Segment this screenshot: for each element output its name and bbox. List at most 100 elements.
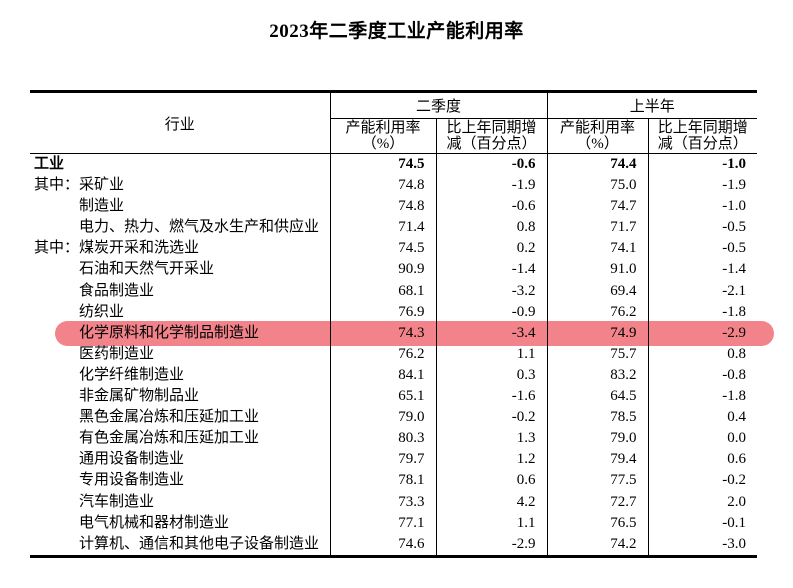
h1-change-value: -1.9 <box>722 177 747 194</box>
h1-utilization-value: 74.1 <box>547 238 649 260</box>
industry-cell: 纺织业 <box>30 301 331 323</box>
row-prefix: 其中： <box>34 240 80 257</box>
h1-change-value: 0.0 <box>727 430 747 447</box>
q2-change-value: -1.6 <box>436 386 548 408</box>
h1-change-value: 2.0 <box>727 493 747 510</box>
industry-cell: 其中：煤炭开采和洗选业 <box>30 238 331 260</box>
table-row: 食品制造业 68.1 -3.2 69.4 -2.1 <box>30 280 757 302</box>
industry-name: 非金属矿物制品业 <box>79 388 200 405</box>
q2-utilization-value: 74.8 <box>330 175 437 197</box>
page-title: 2023年二季度工业产能利用率 <box>269 21 524 42</box>
header-line: 产能利用率 <box>560 120 636 136</box>
h1-change-value: 0.6 <box>727 451 747 468</box>
header-line: （%） <box>576 136 619 152</box>
header-line: 减（百分点） <box>657 136 748 152</box>
industry-cell: 专用设备制造业 <box>30 470 331 492</box>
table-row: 化学原料和化学制品制造业 74.3 -3.4 74.9 -2.9 <box>30 322 757 344</box>
h1-change-value: -2.1 <box>722 282 747 299</box>
industry-cell: 工业 <box>30 153 331 176</box>
h1-utilization-header: 产能利用率 （%） <box>547 118 649 154</box>
industry-column-header: 行业 <box>30 91 331 154</box>
h1-change-value: -1.8 <box>722 388 747 405</box>
q2-change-value: 1.1 <box>436 512 548 534</box>
q2-utilization-value: 74.3 <box>330 322 437 344</box>
h1-utilization-value: 79.0 <box>547 428 649 450</box>
h1-change-value: -1.8 <box>722 303 747 320</box>
table-row: 工业 74.5 -0.6 74.4 -1.0 <box>30 153 757 176</box>
industry-cell: 通用设备制造业 <box>30 449 331 471</box>
industry-cell: 非金属矿物制品业 <box>30 386 331 408</box>
h1-utilization-value: 91.0 <box>547 259 649 281</box>
h1-change-value: 0.8 <box>727 345 747 362</box>
h1-change-value: -0.1 <box>722 514 747 531</box>
industry-name: 石油和天然气开采业 <box>79 261 215 278</box>
industry-name: 汽车制造业 <box>79 493 155 510</box>
industry-cell: 化学纤维制造业 <box>30 364 331 387</box>
h1-change-value: -1.0 <box>722 156 747 172</box>
q2-utilization-value: 79.0 <box>330 407 437 429</box>
h1-change-value: 0.4 <box>727 409 747 426</box>
h1-utilization-value: 75.7 <box>547 343 649 365</box>
table-row: 计算机、通信和其他电子设备制造业 74.6 -2.9 74.2 -3.0 <box>30 533 757 557</box>
q2-utilization-value: 90.9 <box>330 259 437 281</box>
header-line: 产能利用率 <box>345 120 421 136</box>
h1-utilization-value: 74.4 <box>547 153 649 176</box>
q2-change-value: 1.2 <box>436 449 548 471</box>
h1-utilization-value: 74.2 <box>547 533 649 557</box>
h1-utilization-value: 74.7 <box>547 196 649 218</box>
industry-name: 煤炭开采和洗选业 <box>79 240 200 257</box>
table-row: 化学纤维制造业 84.1 0.3 83.2 -0.8 <box>30 364 757 387</box>
industry-name: 制造业 <box>79 198 125 215</box>
h1-change-value: -3.0 <box>722 535 747 552</box>
q2-change-header: 比上年同期增 减（百分点） <box>436 118 548 154</box>
industry-name: 电力、热力、燃气及水生产和供应业 <box>79 219 320 236</box>
industry-cell: 有色金属冶炼和压延加工业 <box>30 428 331 450</box>
h1-change-value: -1.0 <box>722 198 747 215</box>
q2-utilization-value: 73.3 <box>330 491 437 513</box>
q2-change-value: -3.2 <box>436 280 548 302</box>
h1-utilization-value: 79.4 <box>547 449 649 471</box>
q2-change-value: 0.3 <box>436 364 548 387</box>
industry-cell: 黑色金属冶炼和压延加工业 <box>30 407 331 429</box>
q2-change-value: -0.6 <box>436 153 548 176</box>
h1-utilization-value: 76.5 <box>547 512 649 534</box>
q2-utilization-value: 71.4 <box>330 217 437 239</box>
table-row: 其中：采矿业 74.8 -1.9 75.0 -1.9 <box>30 175 757 197</box>
q2-change-value: -2.9 <box>436 533 548 557</box>
q2-change-value: -3.4 <box>436 322 548 344</box>
capacity-utilization-table: 行业 二季度 上半年 产能利用率 （%） 比上年同期增 减（百分点） 产能利用率… <box>30 90 758 558</box>
industry-name: 计算机、通信和其他电子设备制造业 <box>79 535 320 552</box>
q2-utilization-value: 80.3 <box>330 428 437 450</box>
h1-utilization-value: 72.7 <box>547 491 649 513</box>
h1-change-value: -0.5 <box>722 240 747 257</box>
h1-utilization-value: 78.5 <box>547 407 649 429</box>
table-row: 非金属矿物制品业 65.1 -1.6 64.5 -1.8 <box>30 386 757 408</box>
industry-name: 电气机械和器材制造业 <box>79 514 230 531</box>
sub-header-row: 产能利用率 （%） 比上年同期增 减（百分点） 产能利用率 （%） 比上年同期增… <box>30 118 758 154</box>
h1-change-value: -0.5 <box>722 219 747 236</box>
h1-group-header: 上半年 <box>547 91 758 119</box>
industry-cell: 其中：采矿业 <box>30 175 331 197</box>
q2-utilization-value: 78.1 <box>330 470 437 492</box>
table-row: 其中：煤炭开采和洗选业 74.5 0.2 74.1 -0.5 <box>30 238 757 260</box>
h1-change-value: -0.8 <box>722 366 747 383</box>
group-header-row: 行业 二季度 上半年 <box>30 91 758 154</box>
industry-name: 有色金属冶炼和压延加工业 <box>79 430 260 447</box>
q2-utilization-value: 74.6 <box>330 533 437 557</box>
table-row: 医药制造业 76.2 1.1 75.7 0.8 <box>30 343 757 365</box>
q2-change-value: 4.2 <box>436 491 548 513</box>
q2-utilization-value: 76.2 <box>330 343 437 365</box>
table-row: 制造业 74.8 -0.6 74.7 -1.0 <box>30 196 757 218</box>
industry-name: 纺织业 <box>79 303 125 320</box>
q2-change-value: 1.3 <box>436 428 548 450</box>
q2-utilization-value: 84.1 <box>330 364 437 387</box>
table-row: 黑色金属冶炼和压延加工业 79.0 -0.2 78.5 0.4 <box>30 407 757 429</box>
industry-cell: 石油和天然气开采业 <box>30 259 331 281</box>
h1-change-value: -0.2 <box>722 472 747 489</box>
industry-name: 医药制造业 <box>79 345 155 362</box>
q2-change-value: -0.9 <box>436 301 548 323</box>
table-row: 电气机械和器材制造业 77.1 1.1 76.5 -0.1 <box>30 512 757 534</box>
q2-change-value: 0.2 <box>436 238 548 260</box>
h1-utilization-value: 77.5 <box>547 470 649 492</box>
h1-change-value: -2.9 <box>722 324 747 341</box>
